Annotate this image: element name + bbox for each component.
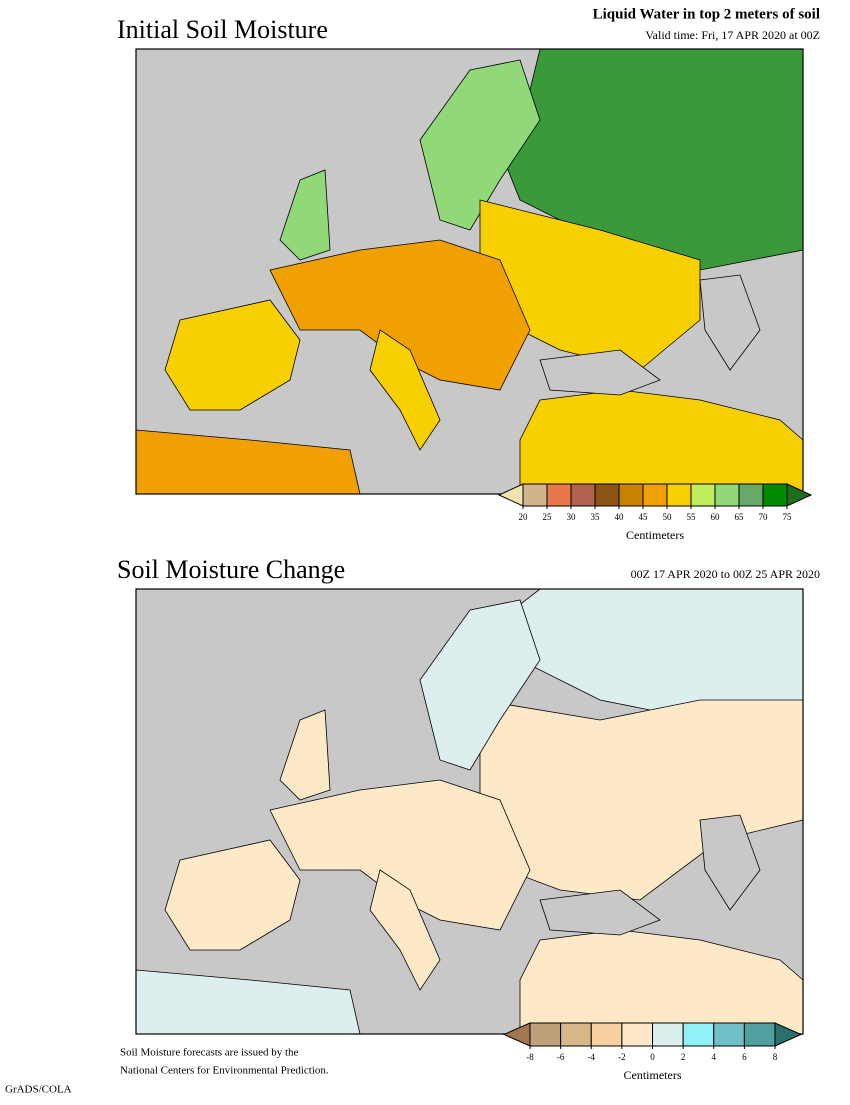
colorbar-swatch — [714, 483, 740, 507]
colorbar-unit: Centimeters — [624, 1068, 682, 1082]
colorbar-swatch — [743, 1022, 776, 1047]
panel-subtitle: 00Z 17 APR 2020 to 00Z 25 APR 2020 — [631, 567, 820, 581]
colorbar-swatch — [762, 483, 788, 507]
colorbar-tick-label: 25 — [543, 512, 553, 522]
map-2 — [135, 588, 804, 1035]
colorbar-tick-label: 30 — [567, 512, 577, 522]
panel-title: Initial Soil Moisture — [117, 15, 328, 44]
colorbar-tick-label: 40 — [615, 512, 625, 522]
colorbar-swatch — [590, 1022, 623, 1047]
panel-subtitle: Liquid Water in top 2 meters of soil — [593, 6, 820, 22]
colorbar-tick-label: 6 — [742, 1052, 747, 1062]
colorbar-tick-label: -2 — [618, 1052, 626, 1062]
colorbar-swatch — [690, 483, 716, 507]
colorbar-tick-label: -8 — [526, 1052, 534, 1062]
panel-title: Soil Moisture Change — [117, 555, 345, 584]
colorbar-swatch — [618, 483, 644, 507]
colorbar-tick-label: 35 — [591, 512, 601, 522]
colorbar: 20 25 30 35 40 45 50 55 60 65 70 75 Centimeters — [497, 483, 813, 542]
colorbar-tick-label: 8 — [773, 1052, 778, 1062]
colorbar-tick-label: 50 — [663, 512, 673, 522]
colorbar-swatch — [546, 483, 572, 507]
colorbar-swatch — [682, 1022, 715, 1047]
colorbar-tick-label: 55 — [687, 512, 697, 522]
valid-time: Valid time: Fri, 17 APR 2020 at 00Z — [645, 28, 820, 42]
colorbar-swatch — [529, 1022, 562, 1047]
colorbar-swatch — [560, 1022, 592, 1047]
colorbar-tick-label: 70 — [759, 512, 769, 522]
colorbar-tick-label: -6 — [557, 1052, 565, 1062]
colorbar-unit: Centimeters — [626, 528, 684, 542]
colorbar-swatch — [594, 483, 620, 507]
colorbar-swatch — [621, 1022, 653, 1047]
colorbar-swatch — [570, 483, 596, 507]
colorbar-tick-label: 4 — [712, 1052, 717, 1062]
colorbar-tick-label: 65 — [735, 512, 745, 522]
colorbar-swatch — [522, 483, 548, 507]
colorbar-tick-label: 0 — [650, 1052, 655, 1062]
colorbar-tick-label: 20 — [519, 512, 529, 522]
colorbar-swatch — [666, 483, 692, 507]
colorbar-tick-label: -4 — [588, 1052, 596, 1062]
footer-line: National Centers for Environmental Predi… — [120, 1065, 329, 1077]
footer-line: Soil Moisture forecasts are issued by th… — [120, 1047, 299, 1059]
colorbar-swatch — [642, 483, 668, 507]
colorbar: -8 -6 -4 -2 0 2 4 6 8 Centimeters — [502, 1022, 803, 1082]
colorbar-swatch — [713, 1022, 745, 1047]
colorbar-swatch — [738, 483, 764, 507]
credit: GrADS/COLA — [5, 1084, 72, 1096]
colorbar-tick-label: 75 — [783, 512, 793, 522]
colorbar-tick-label: 60 — [711, 512, 721, 522]
colorbar-tick-label: 45 — [639, 512, 649, 522]
map-1 — [135, 48, 804, 495]
colorbar-swatch — [652, 1022, 684, 1047]
colorbar-tick-label: 2 — [681, 1052, 686, 1062]
